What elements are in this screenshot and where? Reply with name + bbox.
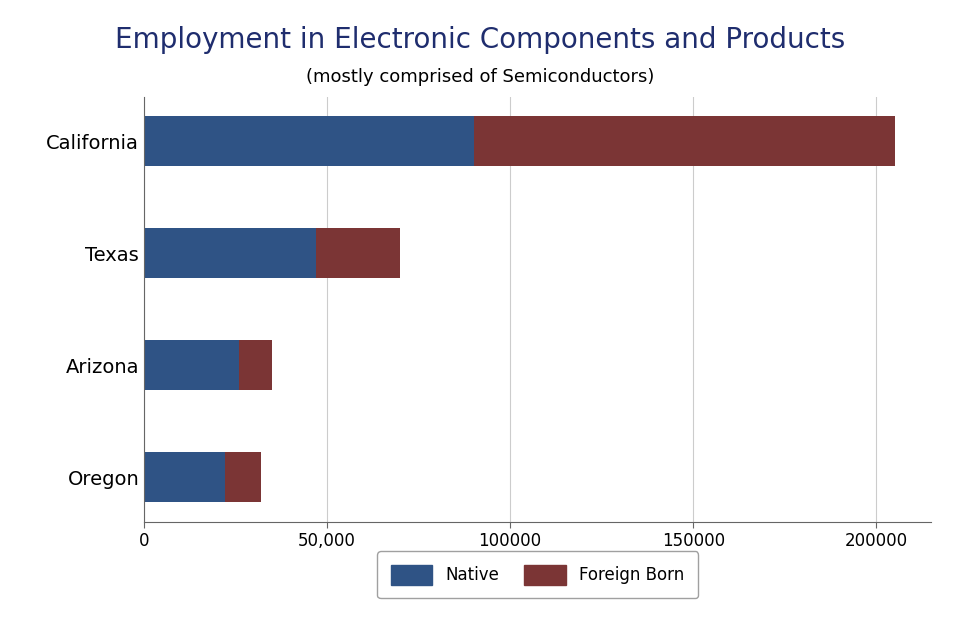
Bar — [144, 116, 473, 166]
Text: Employment in Electronic Components and Products: Employment in Electronic Components and … — [115, 26, 845, 53]
Legend: Native, Foreign Born: Native, Foreign Born — [377, 551, 698, 598]
Bar — [225, 452, 261, 502]
Bar — [144, 452, 225, 502]
Bar — [239, 340, 272, 390]
Bar — [144, 340, 239, 390]
Text: (mostly comprised of Semiconductors): (mostly comprised of Semiconductors) — [306, 68, 654, 86]
Bar — [473, 116, 895, 166]
Bar — [316, 228, 400, 278]
Bar — [144, 228, 316, 278]
